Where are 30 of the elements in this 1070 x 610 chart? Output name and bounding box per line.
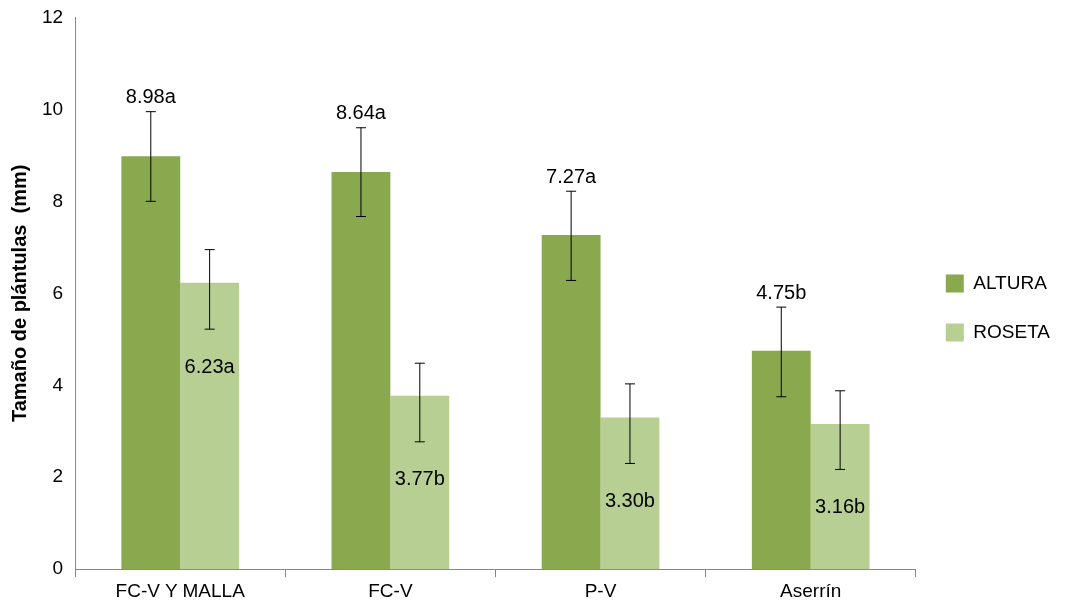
data-label: 7.27a [546,164,598,187]
legend-label: ROSETA [973,320,1051,342]
data-label: 3.16b [815,494,866,517]
bar [331,171,391,570]
bar [121,156,181,570]
bar [751,350,811,570]
x-tick-label: P-V [584,579,617,601]
data-label: 8.64a [335,101,387,124]
y-tick-label: 6 [52,281,64,303]
data-label: 3.77b [394,467,445,490]
x-tick-label: FC-V Y MALLA [115,579,246,601]
data-label: 8.98a [125,85,177,108]
bar [600,417,660,570]
y-tick-label: 2 [52,465,64,487]
y-tick-label: 12 [41,5,64,27]
y-tick-label: 0 [52,557,64,579]
data-label: 6.23a [184,354,236,377]
data-label: 3.30b [604,488,655,511]
y-tick-label: 4 [52,373,64,395]
x-tick-label: FC-V [368,579,413,601]
bar [541,234,601,570]
y-tick-label: 8 [52,189,64,211]
bar [180,282,240,570]
y-tick-label: 10 [41,97,64,119]
bar [390,395,450,570]
x-tick-label: Aserrín [780,579,842,601]
bar [810,423,870,570]
y-axis-title: Tamaño de plántulas (mm) [7,164,30,423]
legend-label: ALTURA [973,271,1048,293]
data-label: 4.75b [756,280,807,303]
